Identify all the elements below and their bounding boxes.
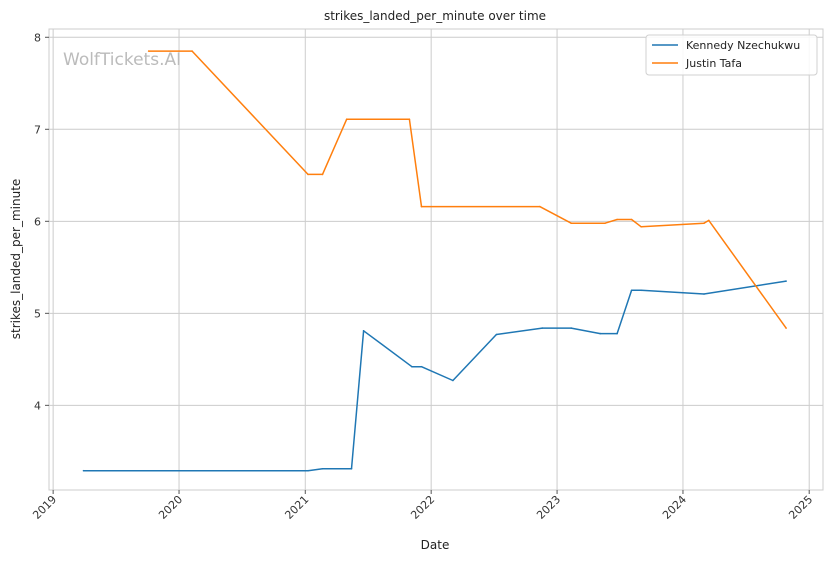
data-point [703, 293, 705, 295]
x-axis-ticks: 2019 2020 2021 2022 2023 2024 2025 [30, 490, 815, 522]
data-point [420, 205, 423, 208]
data-point [604, 222, 606, 224]
legend-box [645, 34, 818, 76]
grid [49, 29, 823, 490]
data-point [630, 289, 633, 292]
data-point [420, 365, 423, 368]
series-0 [82, 280, 787, 472]
x-axis-title: Date [421, 538, 450, 552]
y-tick-label: 4 [34, 399, 41, 412]
data-point [785, 327, 787, 329]
legend-label: Kennedy Nzechukwu [686, 39, 800, 52]
x-tick-label: 2021 [282, 493, 311, 522]
y-tick-label: 7 [34, 123, 41, 136]
data-point [411, 365, 413, 368]
data-point [452, 379, 454, 382]
data-point [570, 327, 572, 329]
series-layer [82, 50, 787, 472]
series-line [83, 280, 787, 472]
data-point [541, 327, 543, 329]
data-point [708, 219, 710, 222]
x-tick-label: 2022 [408, 493, 437, 522]
y-axis-title: strikes_landed_per_minute [9, 179, 23, 340]
data-point [495, 333, 498, 336]
data-point [640, 289, 642, 292]
x-tick-label: 2025 [786, 493, 815, 522]
x-tick-label: 2020 [156, 493, 185, 522]
legend: Kennedy Nzechukwu Justin Tafa [645, 34, 818, 76]
chart-title: strikes_landed_per_minute over time [324, 9, 546, 23]
x-tick-label: 2023 [534, 493, 563, 522]
watermark: WolfTickets.AI [63, 50, 181, 70]
data-point [408, 118, 411, 120]
data-point [350, 468, 353, 470]
y-tick-label: 6 [34, 215, 41, 228]
data-point [616, 218, 618, 221]
data-point [599, 332, 601, 335]
y-tick-label: 5 [34, 307, 41, 320]
data-point [630, 218, 633, 221]
x-tick-label: 2024 [660, 493, 689, 522]
data-point [147, 50, 150, 52]
data-point [321, 173, 324, 176]
y-axis-ticks: 4 5 6 7 8 [34, 31, 49, 412]
plot-area-border [48, 28, 824, 491]
data-point [362, 330, 365, 332]
series-line [148, 50, 787, 329]
data-point [191, 50, 193, 52]
data-point [82, 469, 85, 472]
data-point [307, 469, 309, 472]
data-point [703, 222, 705, 224]
data-point [307, 173, 309, 176]
data-point [345, 118, 348, 120]
series-1 [147, 50, 787, 329]
data-point [640, 226, 642, 228]
data-point [785, 280, 787, 282]
data-point [321, 468, 324, 470]
data-point [539, 205, 541, 208]
legend-label: Justin Tafa [685, 57, 742, 70]
data-point [616, 332, 618, 335]
y-tick-label: 8 [34, 31, 41, 44]
x-tick-label: 2019 [30, 493, 59, 522]
data-point [570, 222, 572, 224]
